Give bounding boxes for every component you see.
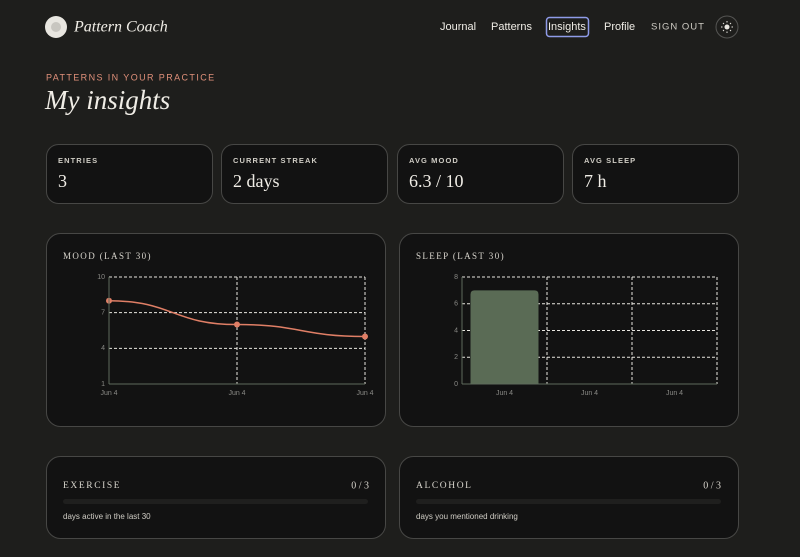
nav-focus <box>545 16 590 38</box>
y-tick-label: 6 <box>454 301 458 308</box>
x-tick-label: Jun 4 <box>356 390 373 397</box>
eyebrow: PATTERNS IN YOUR PRACTICE <box>46 72 216 82</box>
x-tick-label: Jun 4 <box>581 390 598 397</box>
habit-card <box>46 456 386 539</box>
nav-link[interactable]: Insights <box>548 21 586 33</box>
stat-card <box>46 144 213 204</box>
chart-title: SLEEP (LAST 30) <box>416 251 505 261</box>
logo-dot <box>51 22 61 32</box>
habit-value: 0 / 3 <box>351 480 369 491</box>
mood-point <box>362 333 368 340</box>
nav-link[interactable]: Journal <box>440 21 476 33</box>
stat-label: ENTRIES <box>58 156 98 165</box>
chart-card <box>46 233 386 427</box>
x-tick-label: Jun 4 <box>100 390 117 397</box>
stat-value: 2 days <box>233 171 280 191</box>
y-tick-label: 7 <box>101 310 105 317</box>
x-tick-label: Jun 4 <box>666 390 683 397</box>
y-tick-label: 4 <box>454 327 458 334</box>
stat-value: 3 <box>58 171 67 191</box>
page-title: My insights <box>44 85 170 115</box>
y-tick-label: 1 <box>101 381 105 388</box>
nav-link[interactable]: Profile <box>604 21 635 33</box>
stat-value: 7 h <box>584 171 607 191</box>
sleep-bar <box>470 290 539 384</box>
habit-value: 0 / 3 <box>703 480 721 491</box>
stat-value: 6.3 / 10 <box>409 171 464 191</box>
y-tick-label: 8 <box>454 274 458 281</box>
y-tick-label: 2 <box>454 354 458 361</box>
x-tick-label: Jun 4 <box>228 390 245 397</box>
y-tick-label: 0 <box>454 381 458 388</box>
habit-track <box>416 499 721 504</box>
x-tick-label: Jun 4 <box>496 390 513 397</box>
habit-card <box>399 456 739 539</box>
stat-card <box>397 144 564 204</box>
chart-title: MOOD (LAST 30) <box>63 251 152 261</box>
stat-card <box>572 144 739 204</box>
brand[interactable]: Pattern Coach <box>73 19 168 36</box>
y-tick-label: 10 <box>97 274 105 281</box>
stat-card <box>221 144 388 204</box>
nav-link[interactable]: Patterns <box>491 21 532 33</box>
mood-point <box>234 321 240 328</box>
habit-track <box>63 499 368 504</box>
y-tick-label: 4 <box>101 345 105 352</box>
theme-toggle[interactable] <box>715 15 739 39</box>
habit-note: days you mentioned drinking <box>416 512 518 521</box>
stat-label: AVG SLEEP <box>584 156 636 165</box>
habit-label: ALCOHOL <box>416 481 473 491</box>
habit-label: EXERCISE <box>63 481 121 491</box>
habit-note: days active in the last 30 <box>63 512 151 521</box>
stat-label: AVG MOOD <box>409 156 459 165</box>
sign-out[interactable]: SIGN OUT <box>651 22 705 33</box>
stat-label: CURRENT STREAK <box>233 156 318 165</box>
